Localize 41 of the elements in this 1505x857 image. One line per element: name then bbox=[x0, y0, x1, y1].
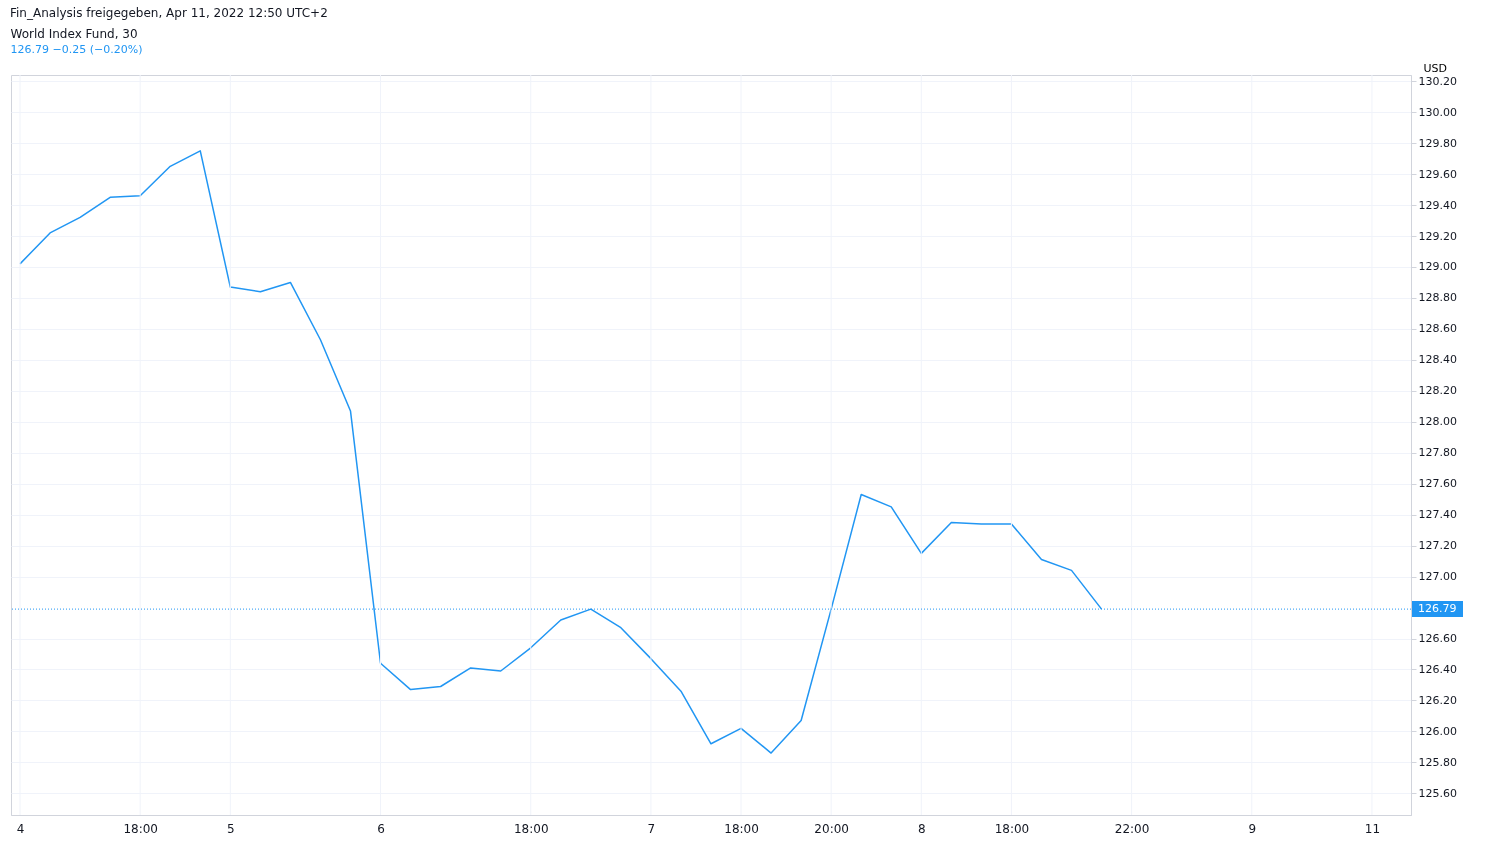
x-tick-label: 8 bbox=[917, 821, 926, 836]
y-tick-label: 129.40 bbox=[1418, 198, 1457, 212]
x-tick-label: 7 bbox=[647, 821, 656, 836]
y-tick-label: 130.20 bbox=[1418, 74, 1457, 88]
x-tick-label: 6 bbox=[377, 821, 385, 836]
y-tick-label: 129.20 bbox=[1418, 229, 1457, 243]
text: Fin_Analysis freigegeben, Apr 11, 2022 12:50 UTC+2 bbox=[9, 5, 329, 22]
y-tick-label: 128.00 bbox=[1418, 415, 1457, 429]
x-tick-label: 18:00 bbox=[513, 821, 549, 836]
x-tick-label: 5 bbox=[226, 821, 235, 836]
y-tick-label: 128.60 bbox=[1418, 322, 1457, 336]
y-tick-label: 125.80 bbox=[1418, 755, 1457, 769]
x-tick-label: 9 bbox=[1248, 821, 1257, 836]
y-tick-label: 126.40 bbox=[1418, 662, 1457, 676]
x-tick-label: 22:00 bbox=[1114, 821, 1150, 836]
y-tick-label: 126.60 bbox=[1418, 632, 1457, 646]
y-tick-label: 129.60 bbox=[1418, 167, 1457, 181]
x-tick-label: 18:00 bbox=[994, 821, 1030, 836]
y-tick-label: 127.80 bbox=[1418, 446, 1457, 460]
x-tick-label: 18:00 bbox=[123, 821, 158, 836]
y-tick-label: 127.60 bbox=[1418, 477, 1457, 491]
y-tick-label: 128.20 bbox=[1418, 384, 1457, 398]
chart-title: World Index Fund, 30 bbox=[10, 27, 138, 41]
y-tick-label: 128.80 bbox=[1418, 291, 1457, 305]
y-tick-label: 129.00 bbox=[1418, 260, 1457, 274]
y-tick-label: 129.80 bbox=[1418, 136, 1457, 150]
x-tick-label: 11 bbox=[1364, 821, 1381, 836]
y-tick-label: 126.00 bbox=[1418, 724, 1457, 738]
chart-subtitle: 126.79 −0.25 (−0.20%) bbox=[10, 43, 143, 56]
y-tick-label: 125.60 bbox=[1418, 786, 1457, 800]
y-tick-label: 127.20 bbox=[1418, 539, 1457, 553]
y-axis-title: USD bbox=[1423, 61, 1448, 75]
y-tick-label: 130.00 bbox=[1418, 105, 1457, 119]
y-tick-label: 128.40 bbox=[1418, 353, 1457, 367]
y-tick-label: 127.40 bbox=[1418, 508, 1457, 522]
x-tick-label: 4 bbox=[16, 821, 25, 836]
y-tick-label: 127.00 bbox=[1418, 570, 1457, 584]
x-tick-label: 20:00 bbox=[814, 821, 849, 836]
y-tick-label: 126.20 bbox=[1418, 693, 1457, 707]
x-tick-label: 18:00 bbox=[724, 821, 759, 836]
ref-line-label: 126.79 bbox=[1418, 602, 1457, 616]
